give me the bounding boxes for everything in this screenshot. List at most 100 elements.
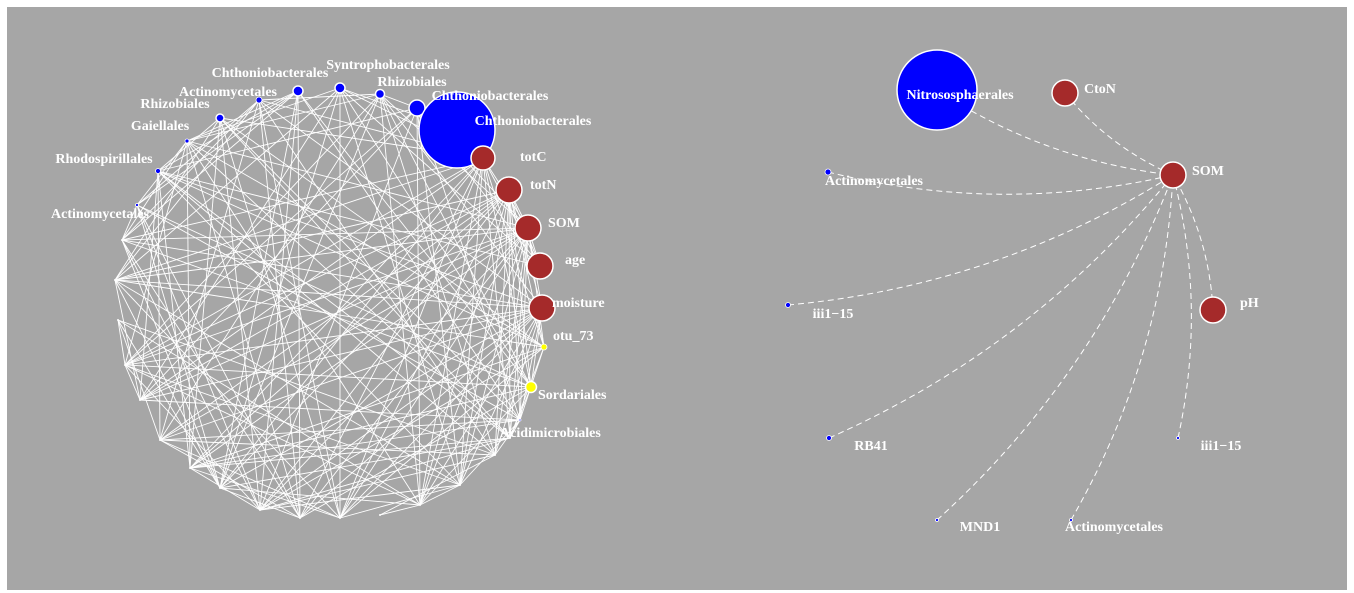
node xyxy=(526,252,554,280)
node xyxy=(524,380,538,394)
edge xyxy=(189,467,341,519)
edge xyxy=(494,419,521,456)
node-label: Chthoniobacterales xyxy=(212,66,329,81)
node xyxy=(896,49,978,131)
node xyxy=(299,517,301,519)
node xyxy=(259,509,261,511)
edge xyxy=(339,227,529,519)
node-label: Nitrososphaerales xyxy=(906,88,1014,103)
edge xyxy=(494,307,543,456)
node-label: moisture xyxy=(552,296,605,311)
edge xyxy=(114,189,510,281)
edge xyxy=(259,227,529,511)
edge xyxy=(219,87,341,489)
node-label: RB41 xyxy=(854,439,887,454)
node-label: totN xyxy=(530,178,556,193)
node-label: Rhizobiales xyxy=(140,97,210,112)
edge xyxy=(159,439,496,456)
edge xyxy=(124,364,421,506)
node xyxy=(292,85,304,97)
node xyxy=(117,319,119,321)
edge xyxy=(159,93,381,441)
edge xyxy=(157,170,545,348)
edge xyxy=(828,174,1174,439)
edge xyxy=(1070,174,1174,521)
node xyxy=(1069,518,1073,522)
edge xyxy=(1172,174,1192,439)
edge xyxy=(189,227,529,469)
edge xyxy=(121,239,543,309)
edge xyxy=(299,386,532,519)
edge xyxy=(114,279,545,348)
edge xyxy=(139,399,521,421)
node xyxy=(1051,79,1079,107)
edge xyxy=(124,157,484,366)
node-label: Actinomycetales xyxy=(179,85,278,100)
edge xyxy=(189,419,521,469)
edge xyxy=(124,107,418,366)
nodes: ChthoniobacteralesSyntrophobacteralesRhi… xyxy=(51,49,1259,535)
edge xyxy=(139,189,510,401)
node xyxy=(419,504,421,506)
edge xyxy=(219,487,301,519)
node-label: MND1 xyxy=(960,520,1000,535)
edge xyxy=(219,157,484,489)
node xyxy=(514,214,542,242)
edge xyxy=(139,157,484,401)
edge xyxy=(124,93,381,366)
edge xyxy=(299,157,484,519)
node-label: iii1−15 xyxy=(1201,439,1242,454)
edge xyxy=(121,239,221,489)
node xyxy=(1176,436,1180,440)
edge xyxy=(419,386,532,506)
edge xyxy=(459,419,521,486)
edge xyxy=(509,346,545,439)
node xyxy=(159,439,161,441)
node xyxy=(470,145,496,171)
node xyxy=(339,517,341,519)
node xyxy=(255,96,263,104)
edge xyxy=(219,117,511,439)
edge xyxy=(124,364,532,388)
edge xyxy=(259,437,511,511)
node-label: otu_73 xyxy=(553,329,593,344)
left-edges xyxy=(114,87,545,519)
node-label: Acidimicrobiales xyxy=(500,426,601,441)
edge xyxy=(121,90,299,241)
edge xyxy=(136,204,521,421)
edge xyxy=(121,239,261,511)
node xyxy=(124,364,126,366)
node-label: iii1−15 xyxy=(813,307,854,322)
edge xyxy=(259,307,543,511)
background xyxy=(7,7,1347,590)
edge xyxy=(189,467,261,511)
node-label: Actinomycetales xyxy=(51,207,150,222)
node-label: Chthoniobacterales xyxy=(475,114,592,129)
edge xyxy=(339,346,545,519)
node-label: age xyxy=(565,253,585,268)
edge xyxy=(136,204,261,511)
node xyxy=(494,454,496,456)
node xyxy=(155,168,161,174)
edge xyxy=(379,504,421,516)
node-label: Actinomycetales xyxy=(1065,520,1164,535)
node-label: SOM xyxy=(548,216,580,231)
node xyxy=(1159,161,1187,189)
edge xyxy=(159,419,521,441)
edge xyxy=(124,364,261,511)
node xyxy=(826,435,832,441)
node-label: Rhodospirillales xyxy=(55,152,153,167)
edge xyxy=(299,227,529,519)
edge xyxy=(121,227,529,241)
edge xyxy=(114,279,341,519)
edge xyxy=(509,227,529,439)
node xyxy=(408,99,426,117)
node xyxy=(374,88,386,100)
node-label: Sordariales xyxy=(538,388,607,403)
edge xyxy=(419,484,461,506)
edge xyxy=(219,437,511,489)
edge xyxy=(189,437,511,469)
node xyxy=(121,239,123,241)
edge xyxy=(459,307,543,486)
edge xyxy=(189,386,532,469)
